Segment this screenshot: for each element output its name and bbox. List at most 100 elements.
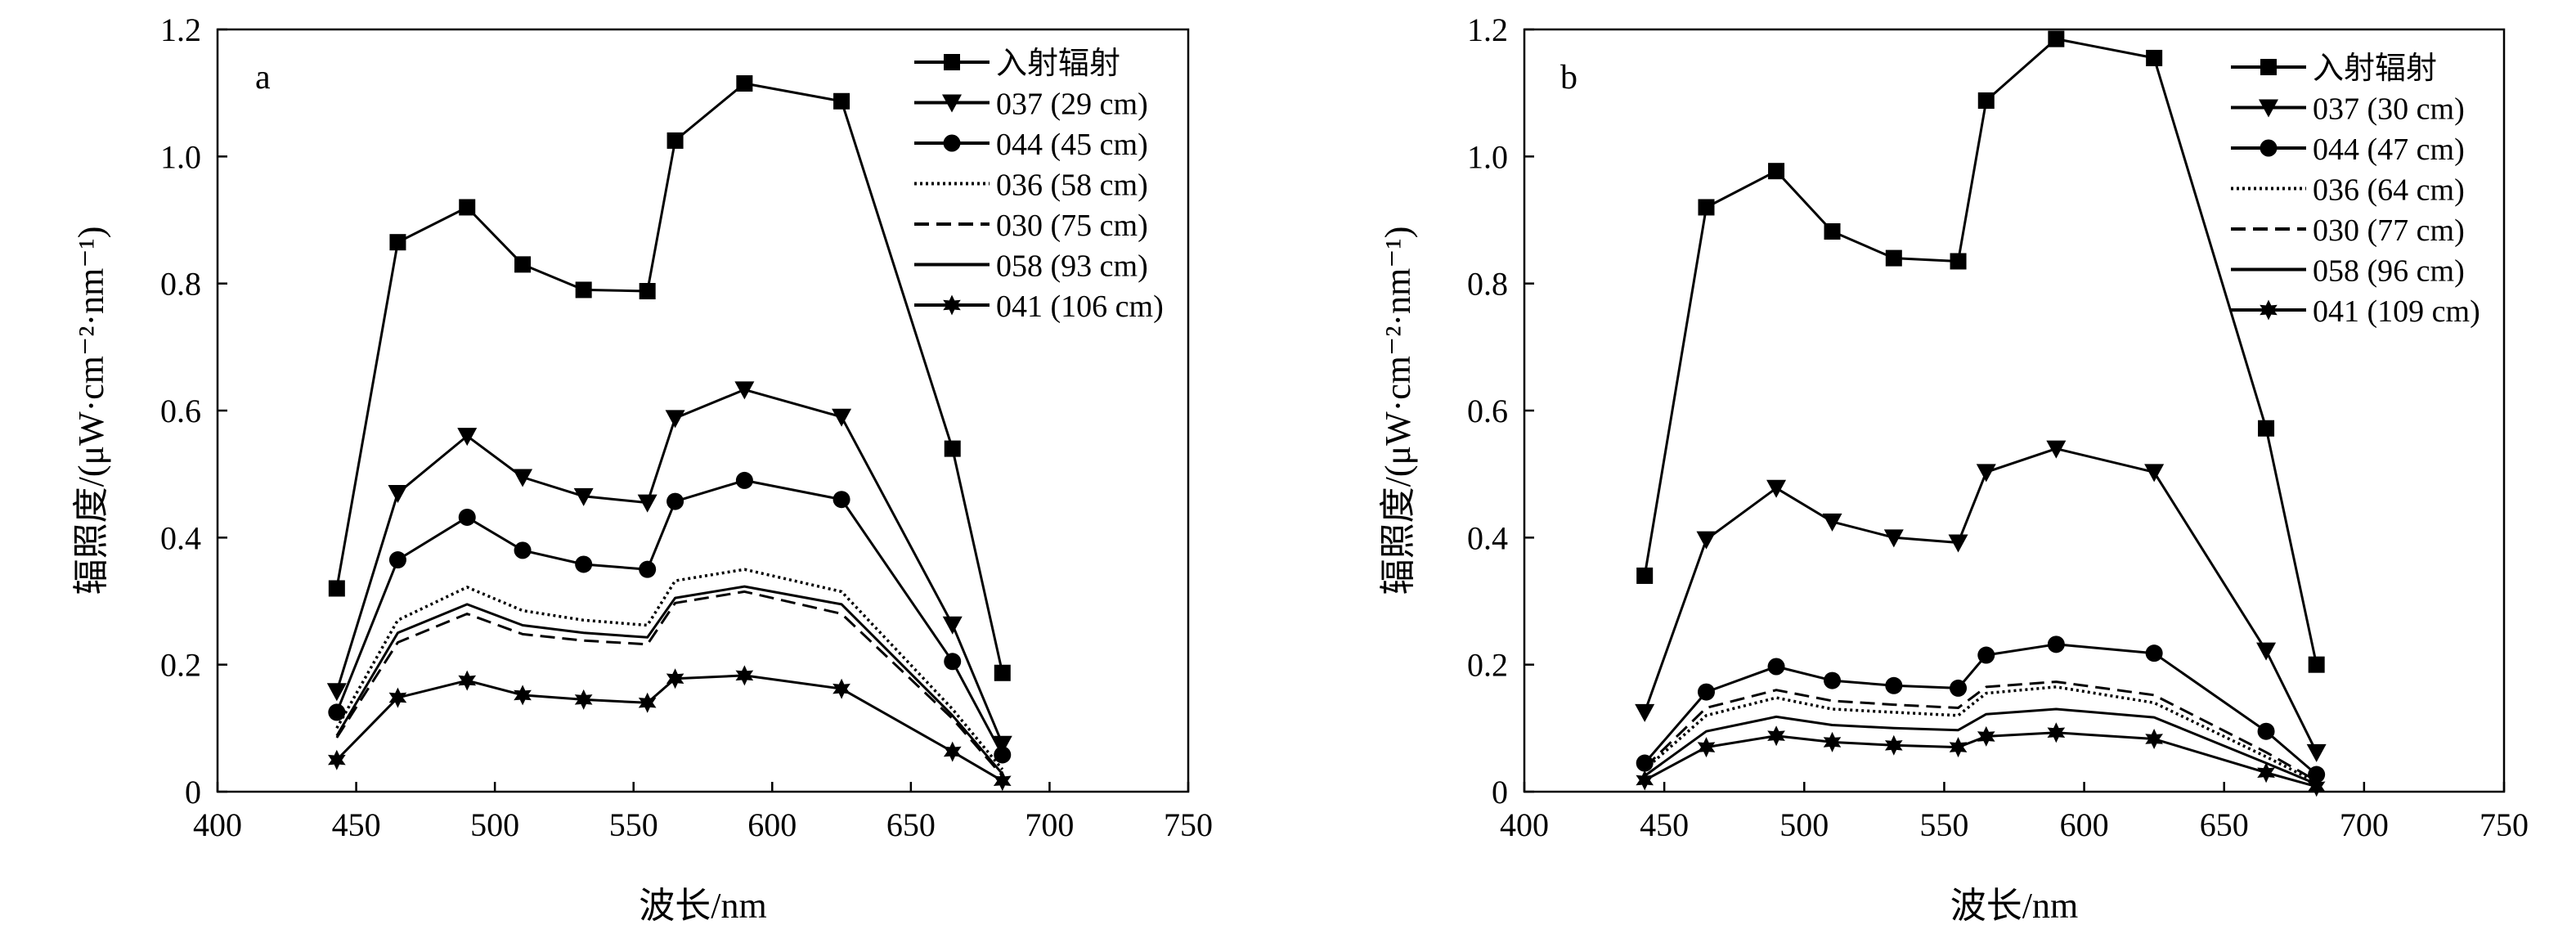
x-tick-label: 450 xyxy=(1640,806,1689,843)
data-point xyxy=(638,692,657,713)
legend-marker xyxy=(2260,59,2277,75)
y-axis-label: 辐照度/(μW·cm⁻²·nm⁻¹) xyxy=(1378,227,1418,595)
data-point xyxy=(1824,671,1842,689)
data-point xyxy=(944,653,962,671)
legend-entry: 041 (106 cm) xyxy=(996,290,1164,324)
x-tick-label: 400 xyxy=(1500,806,1549,843)
data-point xyxy=(1696,531,1717,550)
y-tick-label: 0.4 xyxy=(1467,519,1508,556)
y-tick-label: 0.2 xyxy=(1467,647,1508,684)
data-point xyxy=(1823,731,1842,752)
legend-entry: 058 (93 cm) xyxy=(996,249,1148,284)
x-tick-label: 550 xyxy=(609,806,658,843)
legend-entry: 036 (64 cm) xyxy=(2313,173,2465,208)
data-point xyxy=(832,678,850,699)
x-tick-label: 600 xyxy=(747,806,797,843)
data-point xyxy=(2048,30,2065,47)
data-point xyxy=(943,741,962,762)
data-point xyxy=(735,665,754,686)
data-point xyxy=(666,132,684,149)
data-point xyxy=(666,668,684,689)
data-point xyxy=(388,484,408,503)
data-point xyxy=(2145,729,2163,749)
x-tick-label: 750 xyxy=(2480,806,2529,843)
legend-entry: 044 (45 cm) xyxy=(996,128,1148,162)
legend: 入射辐射 037 (29 cm) 044 (45 cm) 036 (58 cm) 030… xyxy=(914,47,1164,324)
data-point xyxy=(2307,776,2326,797)
x-tick-label: 650 xyxy=(2200,806,2249,843)
x-tick-label: 550 xyxy=(1919,806,1968,843)
data-point xyxy=(1697,737,1716,758)
x-tick-label: 500 xyxy=(470,806,519,843)
data-point xyxy=(2257,722,2275,740)
data-point xyxy=(992,735,1012,754)
x-tick-label: 600 xyxy=(2060,806,2109,843)
data-point xyxy=(832,491,850,509)
series-line xyxy=(335,388,1004,745)
data-point xyxy=(2308,656,2325,673)
data-point xyxy=(666,492,684,510)
series-line xyxy=(1644,707,2318,786)
data-point xyxy=(328,703,346,721)
data-point xyxy=(2144,464,2165,483)
data-point xyxy=(994,746,1012,764)
data-point xyxy=(328,580,345,597)
y-tick-label: 0.8 xyxy=(1467,266,1508,303)
legend-entry: 入射辐射 xyxy=(2313,52,2437,86)
data-point xyxy=(1636,567,1654,584)
data-point xyxy=(942,616,963,635)
data-point xyxy=(513,469,533,487)
x-tick-label: 450 xyxy=(332,806,381,843)
y-axis-label: 辐照度/(μW·cm⁻²·nm⁻¹) xyxy=(71,227,111,595)
data-point xyxy=(639,560,657,578)
legend-marker xyxy=(943,294,961,316)
chart-panel-a: 400 450 500 550 600 650 700 750 0 0.2 0.4 0.6 0.8 1.0… xyxy=(71,11,1213,926)
y-tick-label: 1.0 xyxy=(160,138,201,175)
data-point xyxy=(1950,679,1968,697)
data-point xyxy=(328,749,346,770)
legend-marker xyxy=(942,94,962,113)
data-point xyxy=(2047,722,2066,743)
data-point xyxy=(458,508,476,526)
data-point xyxy=(2256,642,2277,661)
y-tick-label: 1.0 xyxy=(1467,138,1508,175)
chart-panel-b: 400 450 500 550 600 650 700 750 0 0.2 0.4 0.6 0.8 1.0… xyxy=(1378,11,2529,926)
data-point xyxy=(2047,635,2065,653)
data-point xyxy=(2146,49,2163,66)
data-point xyxy=(832,408,852,427)
data-point xyxy=(575,281,592,299)
series-line xyxy=(335,590,1003,777)
data-point xyxy=(1949,737,1968,758)
data-point xyxy=(1885,249,1902,267)
legend-marker xyxy=(2260,299,2278,321)
series-line xyxy=(1644,643,2318,776)
data-point xyxy=(2257,762,2275,784)
data-point xyxy=(993,770,1012,792)
legend-marker xyxy=(943,134,961,152)
data-point xyxy=(1767,658,1785,676)
panel-label: b xyxy=(1560,59,1577,97)
data-point xyxy=(1767,725,1785,747)
data-point xyxy=(1822,513,1842,532)
legend-entry: 044 (47 cm) xyxy=(2313,132,2465,167)
series-line xyxy=(1644,685,2318,784)
data-point xyxy=(1977,725,1995,747)
data-point xyxy=(736,75,753,92)
x-axis-label: 波长/nm xyxy=(1950,886,2078,926)
legend-marker xyxy=(2260,139,2278,157)
data-point xyxy=(1636,754,1654,772)
data-point xyxy=(734,381,755,400)
series-line xyxy=(1644,680,2318,783)
legend-entry: 036 (58 cm) xyxy=(996,168,1148,203)
data-point xyxy=(735,471,753,489)
legend-entry: 入射辐射 xyxy=(996,47,1120,81)
x-tick-label: 400 xyxy=(193,806,242,843)
series-line xyxy=(335,82,1004,674)
data-point xyxy=(1977,646,1995,664)
legend-entry: 058 (96 cm) xyxy=(2313,254,2465,289)
x-tick-label: 750 xyxy=(1164,806,1213,843)
data-point xyxy=(944,440,961,457)
x-axis-label: 波长/nm xyxy=(639,886,766,926)
x-tick-label: 700 xyxy=(1025,806,1074,843)
y-tick-label: 1.2 xyxy=(1467,11,1508,48)
